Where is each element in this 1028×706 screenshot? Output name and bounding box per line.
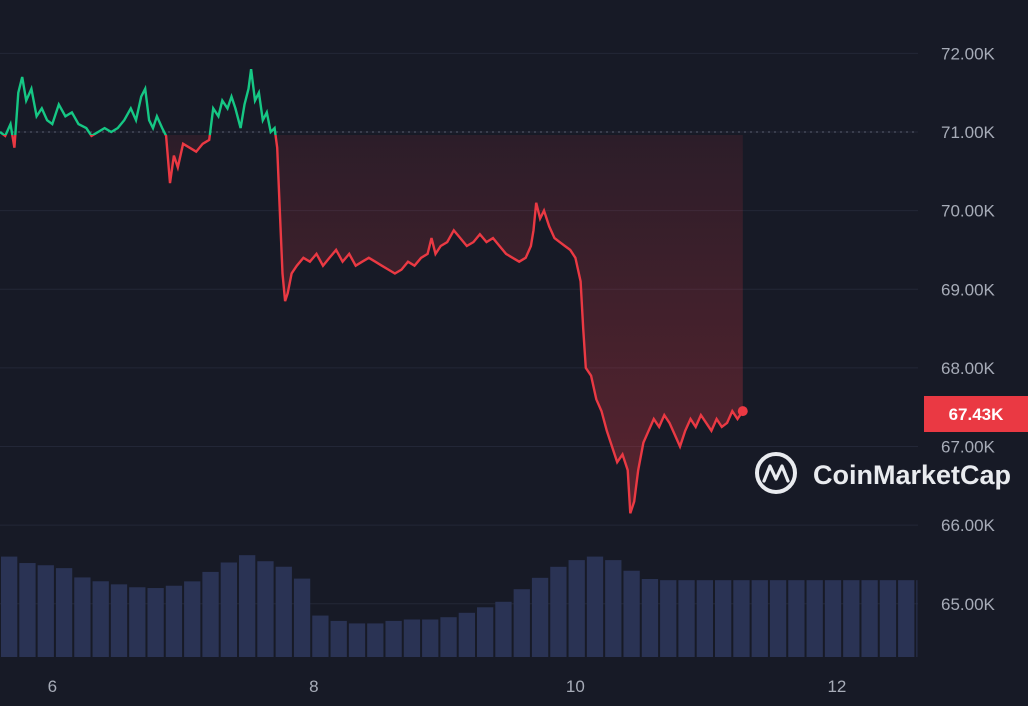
volume-bar [715, 580, 732, 657]
volume-bar [74, 577, 91, 657]
volume-bar [495, 601, 512, 657]
x-axis: 6 8 10 12 [48, 677, 847, 696]
volume-bar [367, 623, 384, 657]
volume-bar [531, 577, 549, 657]
volume-bar [898, 580, 915, 657]
volume-bar [220, 562, 237, 657]
x-tick-label: 10 [566, 677, 585, 696]
volume-bar [824, 580, 842, 657]
volume-bar [110, 584, 128, 657]
volume-bar [312, 615, 329, 657]
volume-bar [92, 581, 109, 657]
watermark: CoinMarketCap [755, 452, 1011, 494]
price-area-fill [3, 135, 743, 514]
coinmarketcap-logo-icon [755, 452, 797, 494]
watermark-text: CoinMarketCap [813, 460, 1011, 490]
volume-bar [275, 566, 292, 657]
volume-bar [440, 617, 457, 657]
volume-bar [55, 568, 73, 657]
volume-bar [458, 612, 475, 657]
price-badge-bg [924, 396, 1028, 432]
volume-bar [202, 571, 219, 657]
volume-bar [330, 620, 347, 657]
volume-bar [403, 619, 421, 657]
volume-bar [678, 580, 695, 657]
current-price-badge: 67.43K [924, 396, 1028, 432]
volume-bar [239, 555, 256, 657]
volume-bar [696, 580, 713, 657]
volume-bar [641, 578, 659, 657]
volume-bar [806, 580, 823, 657]
volume-bar [422, 619, 439, 657]
volume-bar [1, 556, 18, 657]
price-line-above-baseline [0, 68, 277, 135]
volume-bar [788, 580, 805, 657]
x-tick-label: 12 [827, 677, 846, 696]
volume-bar [916, 580, 918, 657]
last-price-dot [737, 406, 748, 417]
volume-bar [37, 565, 54, 657]
volume-bar [348, 623, 366, 657]
y-tick-label: 67.00K [941, 438, 996, 457]
volume-bar [477, 607, 494, 657]
y-axis: 72.00K 71.00K 70.00K 69.00K 68.00K 67.00K 66.0… [941, 44, 996, 613]
price-badge-label: 67.43K [949, 405, 1005, 424]
volume-bar [129, 587, 146, 657]
x-tick-label: 8 [309, 677, 318, 696]
volume-bar [513, 589, 530, 657]
volume-bars [1, 555, 918, 657]
volume-bar [879, 580, 897, 657]
volume-bar [293, 578, 311, 657]
volume-bar [568, 560, 585, 657]
volume-bar [147, 588, 164, 657]
volume-bar [257, 561, 274, 657]
volume-bar [861, 580, 878, 657]
volume-bar [843, 580, 860, 657]
volume-bar [19, 563, 36, 657]
volume-bar [165, 585, 183, 657]
volume-bar [586, 556, 604, 657]
y-tick-label: 66.00K [941, 516, 996, 535]
y-tick-label: 69.00K [941, 280, 996, 299]
volume-bar [733, 580, 750, 657]
volume-bar [605, 560, 622, 657]
price-line-below-baseline [1, 135, 744, 514]
y-tick-label: 72.00K [941, 44, 996, 63]
volume-bar [184, 581, 201, 657]
x-tick-label: 6 [48, 677, 57, 696]
volume-bar [769, 580, 787, 657]
volume-bar [623, 570, 640, 657]
y-tick-label: 70.00K [941, 202, 996, 221]
y-tick-label: 68.00K [941, 359, 996, 378]
volume-bar [660, 580, 677, 657]
volume-bar [550, 566, 567, 657]
y-tick-label: 71.00K [941, 123, 996, 142]
y-tick-label: 65.00K [941, 595, 996, 614]
volume-bar [385, 620, 402, 657]
volume-bar [751, 580, 768, 657]
